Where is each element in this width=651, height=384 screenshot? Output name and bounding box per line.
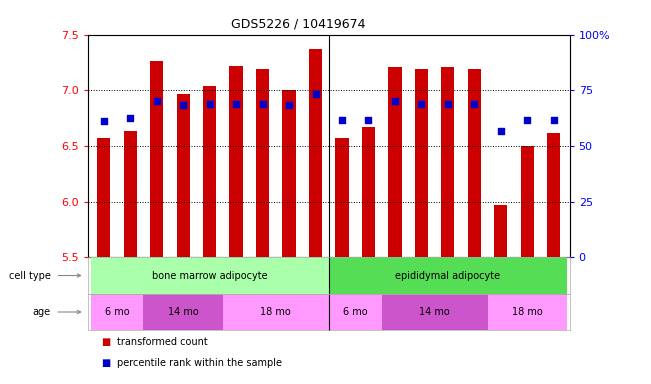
Text: 18 mo: 18 mo — [260, 307, 291, 317]
Text: 14 mo: 14 mo — [168, 307, 199, 317]
Bar — [283, 90, 296, 257]
Bar — [362, 127, 375, 257]
Text: ■: ■ — [101, 337, 110, 347]
Point — [337, 117, 347, 123]
Point — [204, 101, 215, 107]
Text: 6 mo: 6 mo — [343, 307, 368, 317]
Text: epididymal adipocyte: epididymal adipocyte — [395, 270, 501, 281]
Bar — [467, 69, 481, 257]
Bar — [203, 86, 216, 257]
Bar — [494, 205, 507, 257]
Point — [416, 101, 426, 107]
Bar — [309, 49, 322, 257]
Point — [284, 102, 294, 108]
Bar — [335, 138, 348, 257]
Point — [152, 98, 162, 104]
Bar — [441, 67, 454, 257]
Point — [178, 102, 188, 108]
Bar — [176, 94, 190, 257]
Text: bone marrow adipocyte: bone marrow adipocyte — [152, 270, 268, 281]
Text: cell type: cell type — [9, 270, 51, 281]
Text: transformed count: transformed count — [117, 337, 208, 347]
Bar — [256, 69, 270, 257]
Bar — [521, 146, 534, 257]
Point — [311, 91, 321, 97]
Bar — [124, 131, 137, 257]
Point — [522, 117, 533, 123]
Text: percentile rank within the sample: percentile rank within the sample — [117, 358, 282, 368]
Point — [549, 117, 559, 123]
Text: 6 mo: 6 mo — [105, 307, 130, 317]
Bar — [388, 67, 402, 257]
Text: 14 mo: 14 mo — [419, 307, 450, 317]
Bar — [97, 138, 111, 257]
Bar — [150, 61, 163, 257]
Point — [98, 118, 109, 124]
Point — [125, 115, 135, 121]
Point — [469, 101, 480, 107]
Point — [363, 117, 374, 123]
Point — [257, 101, 268, 107]
Point — [443, 101, 453, 107]
Point — [231, 101, 242, 107]
Point — [495, 128, 506, 134]
Text: ■: ■ — [101, 358, 110, 368]
Text: GDS5226 / 10419674: GDS5226 / 10419674 — [231, 18, 366, 31]
Point — [390, 98, 400, 104]
Text: 18 mo: 18 mo — [512, 307, 543, 317]
Bar — [415, 69, 428, 257]
Bar — [230, 66, 243, 257]
Bar — [547, 132, 561, 257]
Text: age: age — [33, 307, 51, 317]
